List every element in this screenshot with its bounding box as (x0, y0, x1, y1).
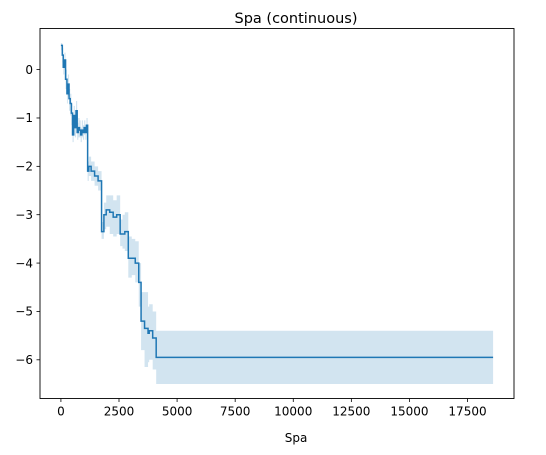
axes-frame (39, 28, 515, 399)
x-tick-label: 5000 (162, 405, 193, 419)
x-tick-label: 17500 (448, 405, 486, 419)
chart-title: Spa (continuous) (235, 11, 358, 27)
y-tick-label: −3 (15, 208, 33, 222)
y-tick-label: −4 (15, 256, 33, 270)
y-tick-label: −1 (15, 111, 33, 125)
y-axis: 0 −1 −2 −3 −4 −5 −6 (15, 63, 40, 367)
y-tick-label: −5 (15, 305, 33, 319)
x-tick-label: 15000 (390, 405, 428, 419)
x-tick-label: 12500 (332, 405, 370, 419)
y-tick-label: 0 (25, 63, 33, 77)
series-line (60, 44, 494, 359)
x-tick-label: 0 (57, 405, 65, 419)
confidence-band (60, 43, 494, 384)
x-axis-label: Spa (285, 431, 308, 445)
x-tick-label: 2500 (104, 405, 135, 419)
x-tick-label: 10000 (274, 405, 312, 419)
plot-area (60, 43, 494, 384)
y-tick-label: −2 (15, 160, 33, 174)
y-tick-label: −6 (15, 353, 33, 367)
x-axis: 0 2500 5000 7500 10000 12500 15000 17500 (57, 398, 487, 419)
x-tick-label: 7500 (220, 405, 251, 419)
